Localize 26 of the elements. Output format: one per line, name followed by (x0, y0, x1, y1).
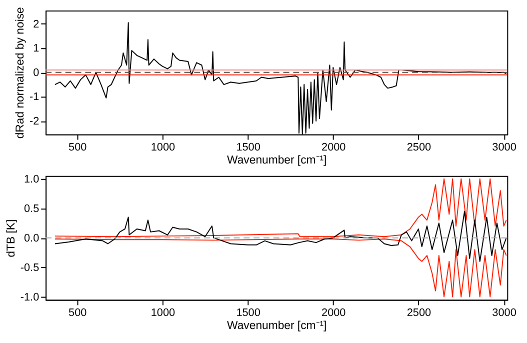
y-tick-label: -1 (29, 91, 40, 104)
y-tick-label: -0.5 (20, 262, 40, 274)
x-tick-label: 3000 (492, 142, 516, 154)
x-tick-label: 1000 (150, 307, 176, 320)
x-tick-label: 1500 (236, 142, 260, 154)
y-axis-title: dRad normalized by noise (14, 7, 26, 139)
y-axis-title: dTB [K] (5, 219, 18, 258)
x-tick-label: 1000 (150, 142, 176, 154)
y-tick-label: -1.0 (20, 291, 40, 304)
y-tick-label: 1.0 (24, 173, 40, 186)
x-axis-title: Wavenumber [cm⁻¹] (227, 154, 327, 167)
x-tick-label: 2500 (406, 307, 432, 320)
x-tick-label: 1500 (236, 307, 260, 320)
x-tick-label: 500 (68, 142, 87, 154)
y-tick-label: 1 (33, 42, 40, 55)
y-tick-label: 2 (33, 18, 40, 30)
x-tick-label: 500 (68, 307, 87, 320)
y-tick-label: 0 (33, 66, 40, 79)
x-tick-label: 2000 (322, 142, 346, 154)
y-tick-label: -2 (29, 115, 40, 128)
x-axis-title: Wavenumber [cm⁻¹] (227, 320, 327, 332)
x-tick-label: 2000 (322, 307, 346, 320)
y-tick-label: 0.5 (24, 202, 40, 215)
x-tick-label: 2500 (406, 142, 432, 154)
x-tick-label: 3000 (492, 307, 516, 320)
y-tick-label: 0.0 (24, 232, 40, 244)
